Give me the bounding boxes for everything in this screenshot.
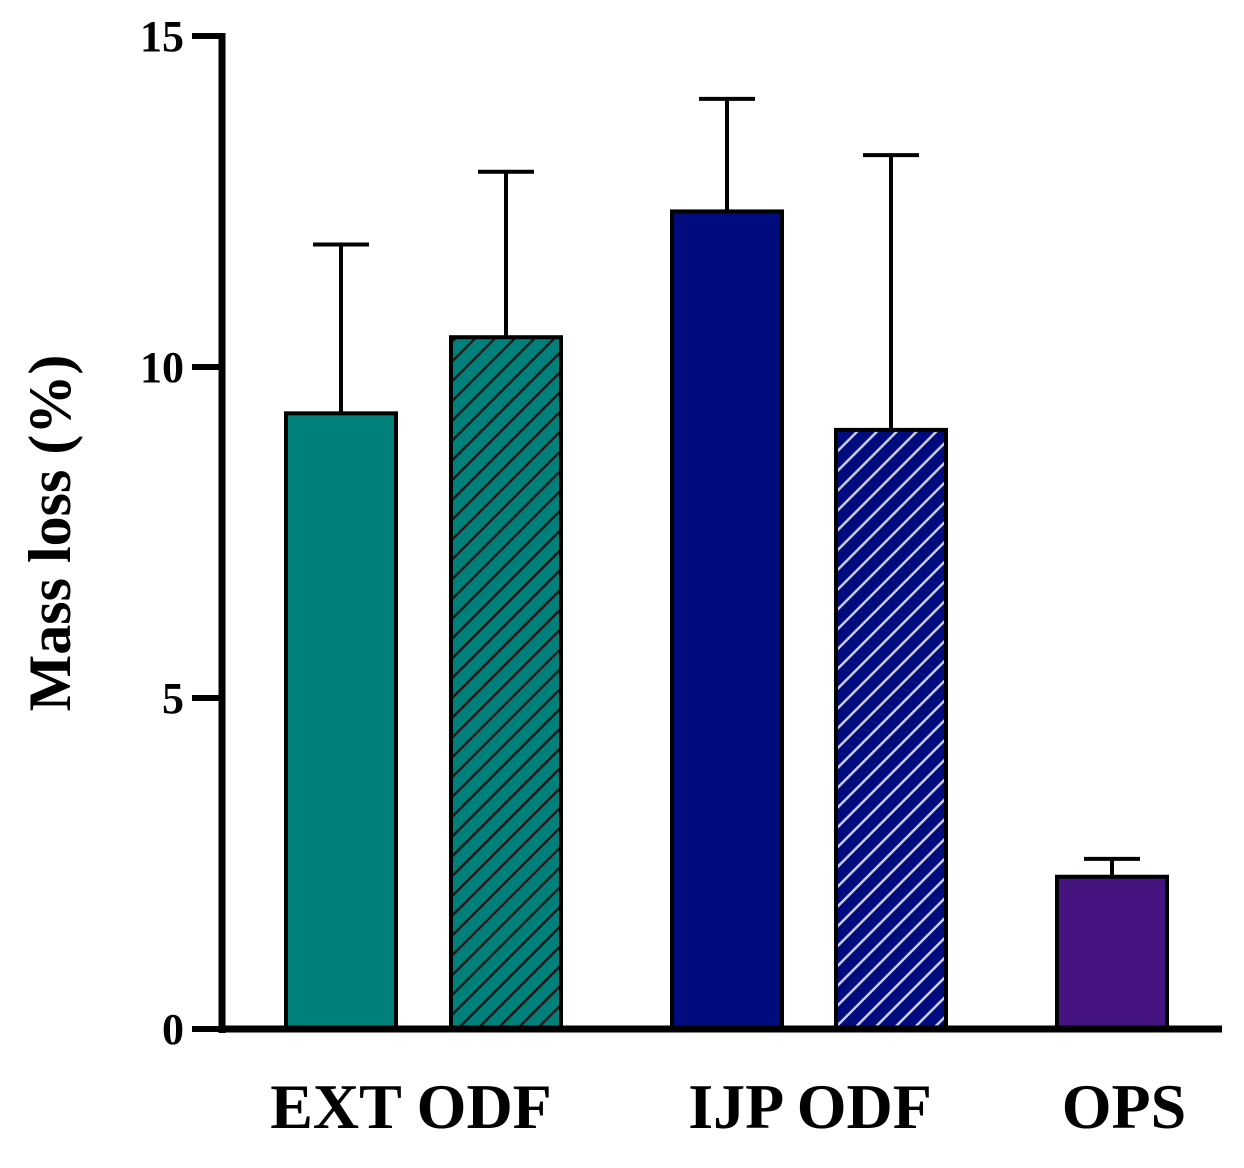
bar-ext-odf-solid bbox=[284, 411, 398, 1031]
category-label-ext-odf: EXT ODF bbox=[270, 1071, 552, 1142]
y-tick-label: 5 bbox=[162, 674, 184, 723]
category-label-ops: OPS bbox=[1062, 1071, 1186, 1142]
bar-ops-solid bbox=[1055, 874, 1169, 1031]
y-axis-title: Mass loss (%) bbox=[17, 355, 83, 712]
y-tick-label: 0 bbox=[162, 1005, 184, 1054]
bar-ext-odf-hatched bbox=[449, 335, 563, 1031]
bar-ijp-odf-hatched bbox=[834, 427, 948, 1031]
y-tick-label: 15 bbox=[140, 12, 184, 61]
category-label-ijp-odf: IJP ODF bbox=[688, 1071, 932, 1142]
y-ticks: 0 5 10 15 bbox=[140, 12, 222, 1054]
bar-ijp-odf-solid bbox=[670, 209, 784, 1031]
bars-layer bbox=[284, 96, 1169, 1031]
y-tick-label: 10 bbox=[140, 343, 184, 392]
